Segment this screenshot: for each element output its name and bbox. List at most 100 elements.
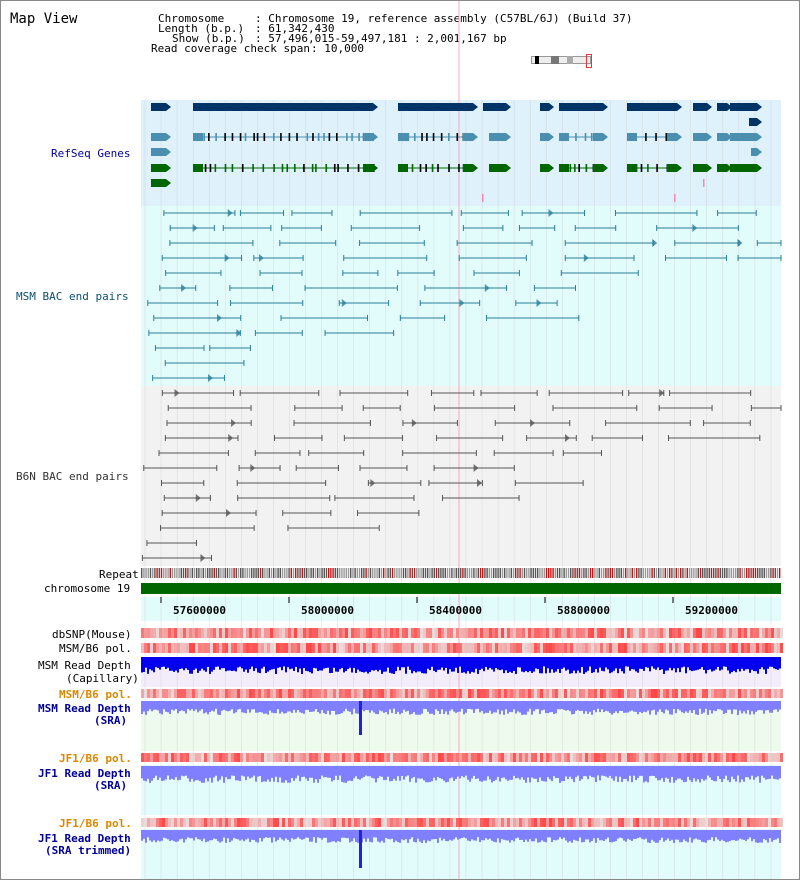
heat-cell <box>510 818 513 827</box>
chromosome-ideogram[interactable] <box>531 54 592 68</box>
heat-cell <box>495 689 498 698</box>
b6n-bac-label[interactable]: B6N BAC end pairs <box>16 470 129 483</box>
depth-bar <box>313 701 315 712</box>
depth-bar <box>229 701 231 711</box>
heat-cell <box>384 643 387 653</box>
heat-cell <box>210 753 213 762</box>
depth-bar <box>561 830 563 840</box>
heat-cell <box>156 753 159 762</box>
depth-bar <box>745 701 747 714</box>
depth-bar <box>623 701 625 713</box>
heat-cell <box>573 643 576 653</box>
depth-bar <box>729 701 731 710</box>
repeat-mark <box>277 568 279 578</box>
heat-cell <box>621 643 624 653</box>
heat-cell <box>312 689 315 698</box>
heat-cell <box>492 818 495 827</box>
depth-bar <box>375 701 377 714</box>
gene-exon <box>693 133 707 141</box>
heat-cell <box>519 643 522 653</box>
depth-bar <box>269 766 271 782</box>
repeat-mark <box>213 568 215 578</box>
depth-bar <box>145 766 147 782</box>
depth-bar <box>209 657 211 674</box>
heat-cell <box>381 818 384 827</box>
heat-cell <box>477 818 480 827</box>
heat-cell <box>765 643 768 653</box>
depth-bar <box>741 701 743 714</box>
heat-cell <box>261 818 264 827</box>
depth-bar <box>521 657 523 672</box>
depth-bar <box>185 701 187 714</box>
heat-cell <box>573 628 576 638</box>
depth-bar <box>403 830 405 841</box>
heat-cell <box>465 753 468 762</box>
depth-bar <box>435 657 437 673</box>
gene-exon <box>303 164 305 172</box>
depth-bar <box>269 657 271 671</box>
depth-bar <box>317 766 319 783</box>
depth-bar <box>163 830 165 838</box>
depth-bar <box>311 766 313 778</box>
heat-cell <box>684 643 687 653</box>
depth-bar <box>543 766 545 782</box>
heat-cell <box>369 753 372 762</box>
heat-cell <box>594 689 597 698</box>
heat-cell <box>282 628 285 638</box>
depth-bar <box>213 657 215 670</box>
show-value: : 57,496,015-59,497,181 : 2,001,167 bp <box>255 32 507 45</box>
heat-cell <box>342 753 345 762</box>
repeat-mark <box>310 568 312 578</box>
depth-bar <box>683 701 685 714</box>
heat-cell <box>519 753 522 762</box>
bac-pair-arrow <box>692 224 698 232</box>
strand-arrow <box>473 164 478 172</box>
heat-cell <box>573 753 576 762</box>
depth-bar <box>547 830 549 838</box>
depth-bar <box>491 830 493 841</box>
depth-bar <box>723 766 725 779</box>
depth-bar <box>261 766 263 783</box>
strand-arrow <box>549 133 554 141</box>
gene-exon <box>337 164 339 172</box>
heat-cell <box>282 818 285 827</box>
depth-bar <box>409 657 411 670</box>
heat-cell <box>186 628 189 638</box>
repeat-mark <box>629 568 631 578</box>
refseq-band <box>141 100 781 206</box>
depth-bar <box>261 830 263 842</box>
repeat-mark <box>677 568 680 578</box>
heat-cell <box>759 753 762 762</box>
depth-bar <box>197 701 199 713</box>
depth-bar <box>467 701 469 709</box>
depth-bar <box>691 701 693 713</box>
heat-cell <box>579 643 582 653</box>
heat-cell <box>456 628 459 638</box>
msm-bac-label[interactable]: MSM BAC end pairs <box>16 290 129 303</box>
gene-exon <box>717 103 727 111</box>
depth-bar <box>521 701 523 715</box>
gene-exon <box>627 133 637 141</box>
heat-cell <box>696 628 699 638</box>
depth-bar <box>501 830 503 840</box>
gene-exon <box>655 133 657 141</box>
depth-bar <box>459 766 461 779</box>
gene-exon <box>645 133 647 141</box>
depth-bar <box>589 830 591 843</box>
heat-cell <box>339 818 342 827</box>
depth-bar <box>487 701 489 714</box>
heat-cell <box>753 818 756 827</box>
heat-cell <box>504 643 507 653</box>
heat-cell <box>651 643 654 653</box>
heat-cell <box>672 818 675 827</box>
heat-cell <box>597 643 600 653</box>
heat-cell <box>144 689 147 698</box>
heat-cell <box>420 643 423 653</box>
heat-cell <box>183 818 186 827</box>
refseq-genes-label[interactable]: RefSeq Genes <box>51 147 131 160</box>
depth-bar <box>775 830 777 840</box>
depth-spike <box>359 830 362 868</box>
heat-cell <box>612 643 615 653</box>
